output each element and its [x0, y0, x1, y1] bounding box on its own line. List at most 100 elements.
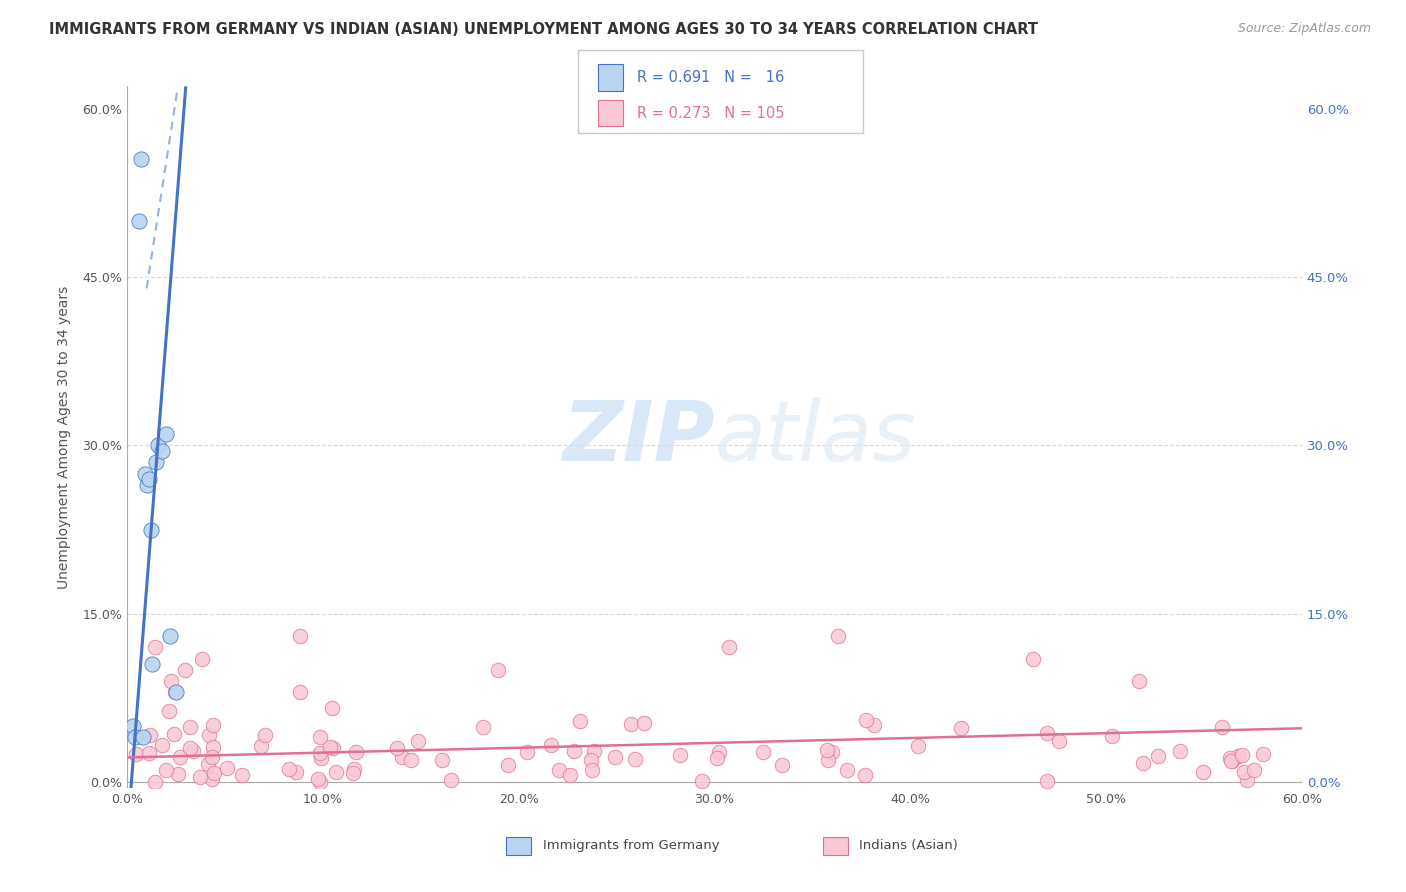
Indians (Asian) — [290, 685, 312, 699]
Indians (Asian) — [1222, 754, 1244, 768]
Indians (Asian) — [173, 663, 195, 677]
Indians (Asian) — [853, 768, 876, 782]
Indians (Asian) — [1047, 733, 1070, 747]
Immigrants from Germany — [138, 472, 160, 486]
Indians (Asian) — [751, 745, 773, 759]
Indians (Asian) — [138, 746, 160, 760]
Indians (Asian) — [827, 629, 849, 643]
Indians (Asian) — [837, 764, 859, 778]
Indians (Asian) — [201, 749, 224, 764]
Indians (Asian) — [471, 720, 494, 734]
Indians (Asian) — [516, 745, 538, 759]
Indians (Asian) — [1036, 726, 1059, 740]
Indians (Asian) — [821, 745, 844, 759]
Indians (Asian) — [583, 744, 606, 758]
Indians (Asian) — [157, 704, 180, 718]
Indians (Asian) — [706, 751, 728, 765]
Indians (Asian) — [717, 640, 740, 655]
Indians (Asian) — [568, 714, 591, 729]
Indians (Asian) — [344, 745, 367, 759]
Indians (Asian) — [1232, 748, 1254, 763]
Indians (Asian) — [139, 728, 162, 742]
Indians (Asian) — [159, 674, 181, 689]
Immigrants from Germany — [155, 427, 177, 442]
Text: R = 0.273   N = 105: R = 0.273 N = 105 — [637, 105, 785, 120]
Indians (Asian) — [322, 740, 344, 755]
Indians (Asian) — [163, 685, 186, 699]
Indians (Asian) — [179, 741, 201, 756]
Indians (Asian) — [163, 727, 186, 741]
Indians (Asian) — [1168, 744, 1191, 758]
Indians (Asian) — [179, 720, 201, 734]
Indians (Asian) — [406, 733, 429, 747]
Indians (Asian) — [1251, 747, 1274, 761]
Indians (Asian) — [1219, 751, 1241, 765]
Immigrants from Germany — [150, 444, 173, 458]
Indians (Asian) — [440, 772, 463, 787]
Immigrants from Germany — [122, 719, 145, 733]
Indians (Asian) — [907, 739, 929, 754]
Indians (Asian) — [430, 753, 453, 767]
Indians (Asian) — [1233, 764, 1256, 779]
Indians (Asian) — [188, 770, 211, 784]
Immigrants from Germany — [139, 523, 162, 537]
Indians (Asian) — [486, 663, 509, 677]
Immigrants from Germany — [134, 467, 156, 481]
Indians (Asian) — [1192, 765, 1215, 780]
Indians (Asian) — [309, 774, 332, 789]
Indians (Asian) — [231, 768, 253, 782]
Indians (Asian) — [1211, 720, 1233, 734]
Immigrants from Germany — [141, 657, 163, 672]
Indians (Asian) — [579, 753, 602, 767]
Text: atlas: atlas — [714, 397, 917, 477]
Indians (Asian) — [633, 716, 655, 731]
Immigrants from Germany — [131, 731, 153, 745]
Indians (Asian) — [318, 740, 340, 755]
Text: IMMIGRANTS FROM GERMANY VS INDIAN (ASIAN) UNEMPLOYMENT AMONG AGES 30 TO 34 YEARS: IMMIGRANTS FROM GERMANY VS INDIAN (ASIAN… — [49, 22, 1038, 37]
Indians (Asian) — [1236, 772, 1258, 787]
Indians (Asian) — [155, 763, 177, 777]
Indians (Asian) — [385, 740, 408, 755]
Indians (Asian) — [603, 750, 626, 764]
Indians (Asian) — [399, 753, 422, 767]
Immigrants from Germany — [145, 455, 167, 469]
Text: Immigrants from Germany: Immigrants from Germany — [543, 839, 720, 852]
Indians (Asian) — [285, 765, 308, 780]
Indians (Asian) — [690, 774, 713, 789]
Indians (Asian) — [217, 761, 239, 775]
Indians (Asian) — [143, 774, 166, 789]
Text: ZIP: ZIP — [562, 397, 714, 477]
Text: Source: ZipAtlas.com: Source: ZipAtlas.com — [1237, 22, 1371, 36]
Indians (Asian) — [307, 772, 329, 787]
Indians (Asian) — [249, 739, 271, 753]
Indians (Asian) — [1022, 651, 1045, 665]
Indians (Asian) — [201, 772, 224, 786]
Indians (Asian) — [253, 728, 276, 742]
Indians (Asian) — [950, 722, 973, 736]
Indians (Asian) — [143, 640, 166, 655]
Indians (Asian) — [321, 700, 343, 714]
Immigrants from Germany — [148, 438, 170, 452]
Indians (Asian) — [562, 744, 585, 758]
Indians (Asian) — [169, 749, 191, 764]
Indians (Asian) — [558, 768, 581, 782]
Indians (Asian) — [770, 758, 793, 772]
Indians (Asian) — [197, 756, 219, 771]
Indians (Asian) — [496, 758, 519, 772]
Indians (Asian) — [125, 747, 148, 761]
Indians (Asian) — [815, 743, 838, 757]
Indians (Asian) — [1036, 774, 1059, 789]
Indians (Asian) — [1128, 674, 1150, 689]
Indians (Asian) — [817, 753, 839, 767]
Indians (Asian) — [581, 764, 603, 778]
Indians (Asian) — [624, 752, 647, 766]
Indians (Asian) — [191, 651, 214, 665]
Indians (Asian) — [343, 762, 366, 776]
Indians (Asian) — [620, 716, 643, 731]
Indians (Asian) — [548, 764, 571, 778]
Indians (Asian) — [288, 629, 311, 643]
Indians (Asian) — [181, 744, 204, 758]
Indians (Asian) — [1101, 729, 1123, 743]
Indians (Asian) — [668, 747, 690, 762]
Text: Indians (Asian): Indians (Asian) — [859, 839, 957, 852]
